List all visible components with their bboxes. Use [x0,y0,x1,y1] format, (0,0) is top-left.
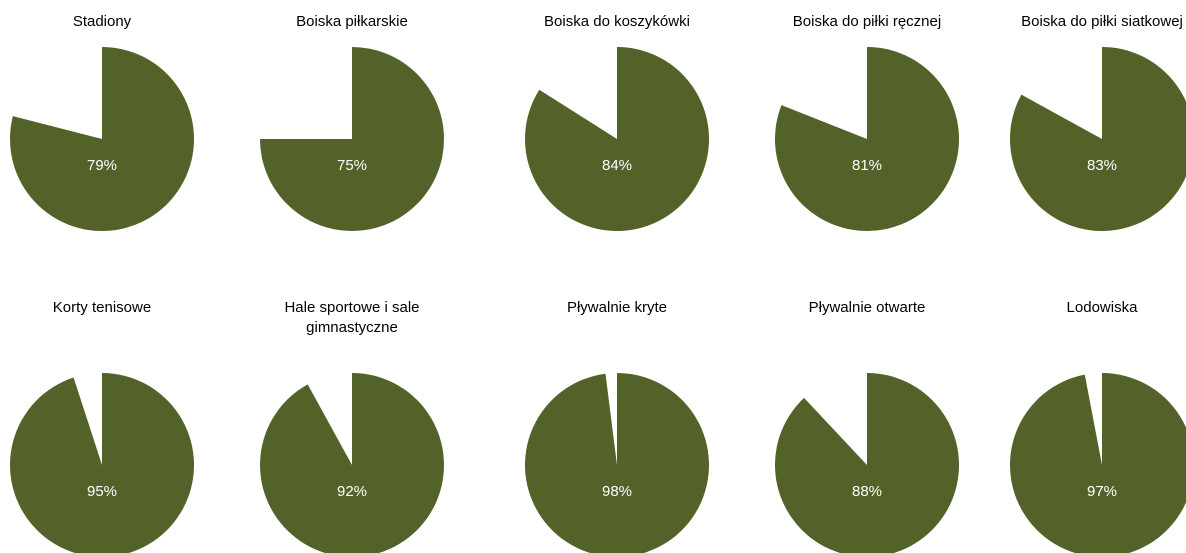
chart-title: Hale sportowe i sale gimnastyczne [284,299,420,336]
pie-slice [1010,373,1186,553]
pie-slice [1010,47,1186,231]
pie-slice [260,47,444,231]
chart-title: Boiska do piłki siatkowej [1021,13,1183,30]
value-label: 88% [852,483,882,500]
value-label: 79% [87,157,117,174]
pie-slice [525,373,709,553]
chart-title: Boiska do piłki ręcznej [792,13,942,30]
chart-title: Korty tenisowe [52,299,152,316]
chart-title: Boiska piłkarskie [296,13,408,30]
chart-title: Pływalnie kryte [566,299,668,316]
value-label: 75% [337,157,367,174]
value-label: 97% [1087,483,1117,500]
chart-title: Lodowiska [1066,299,1138,316]
chart-title: Boiska do koszykówki [544,13,690,30]
pie-slice [524,47,709,231]
value-label: 83% [1087,157,1117,174]
pie-slice [775,47,960,231]
pie-slice [10,47,195,231]
value-label: 95% [87,483,117,500]
value-label: 84% [602,157,632,174]
value-label: 81% [852,157,882,174]
chart-title: Pływalnie otwarte [808,299,926,316]
pie-slice [260,373,444,553]
chart-title: Stadiony [72,13,132,30]
value-label: 92% [337,483,367,500]
pie-slice [10,373,194,553]
value-label: 98% [602,483,632,500]
pie-slice [775,373,959,553]
